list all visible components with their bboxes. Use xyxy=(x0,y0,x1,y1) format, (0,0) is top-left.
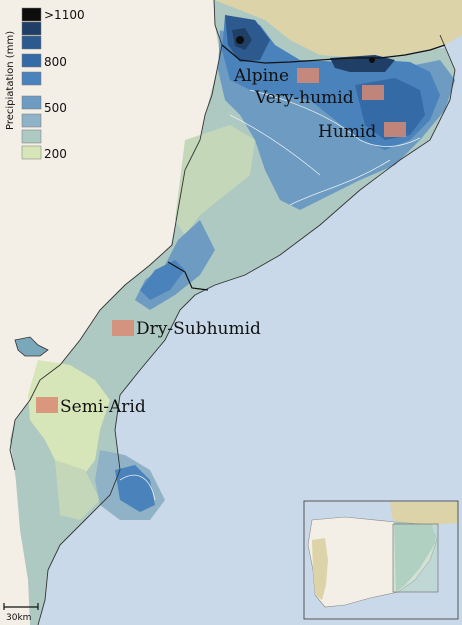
legend-swatch-5 xyxy=(21,71,42,86)
island xyxy=(14,336,49,357)
legend-label-1100: >1100 xyxy=(44,8,85,22)
scale-bar: 30km xyxy=(3,603,39,623)
legend-swatch-8 xyxy=(21,129,42,144)
dry-zone-2 xyxy=(28,360,110,480)
pyrenees-dark xyxy=(330,55,395,72)
very-humid-marker xyxy=(362,85,384,100)
dry-subhumid-marker xyxy=(112,320,134,336)
legend-swatch-6 xyxy=(21,95,42,110)
dry-zone-1 xyxy=(175,125,255,235)
dry-zone-3 xyxy=(55,460,100,520)
scale-label: 30km xyxy=(6,613,31,623)
legend-label-500: 500 xyxy=(44,101,67,115)
contour-lines xyxy=(119,89,421,501)
central-blue xyxy=(140,260,185,300)
legend-swatch-2 xyxy=(21,21,42,36)
legend-swatch-9 xyxy=(21,145,42,160)
legend-swatch-4 xyxy=(21,53,42,68)
inset-france xyxy=(390,502,457,525)
humid-label: Humid xyxy=(318,122,376,142)
dry-subhumid-label: Dry-Subhumid xyxy=(136,319,261,339)
inset-focus-box xyxy=(392,523,439,593)
alpine-label: Alpine xyxy=(233,66,289,86)
france-border xyxy=(221,44,446,64)
legend-swatch-3 xyxy=(21,35,42,50)
legend-label-800: 800 xyxy=(44,55,67,69)
coastline xyxy=(37,34,456,625)
legend: Precipiatation (mm) >1100 800 500 200 xyxy=(5,7,85,161)
legend-swatch-1 xyxy=(21,7,42,22)
spain-inland xyxy=(0,0,222,625)
inset-map xyxy=(303,500,459,620)
inset-portugal xyxy=(312,538,328,600)
alpine-marker xyxy=(297,68,319,83)
very-humid-label: Very-humid xyxy=(254,88,354,108)
climate-zones: Alpine Very-humid Humid Dry-Subhumid Sem… xyxy=(36,66,406,417)
legend-swatch-7 xyxy=(21,113,42,128)
semi-arid-marker xyxy=(36,397,58,413)
semi-arid-label: Semi-Arid xyxy=(60,397,146,417)
legend-label-200: 200 xyxy=(44,147,67,161)
alpine-summit xyxy=(236,36,244,44)
region-boundary xyxy=(9,0,223,471)
humid-marker xyxy=(384,122,406,137)
legend-title: Precipiatation (mm) xyxy=(5,31,16,130)
province-border xyxy=(167,261,209,291)
